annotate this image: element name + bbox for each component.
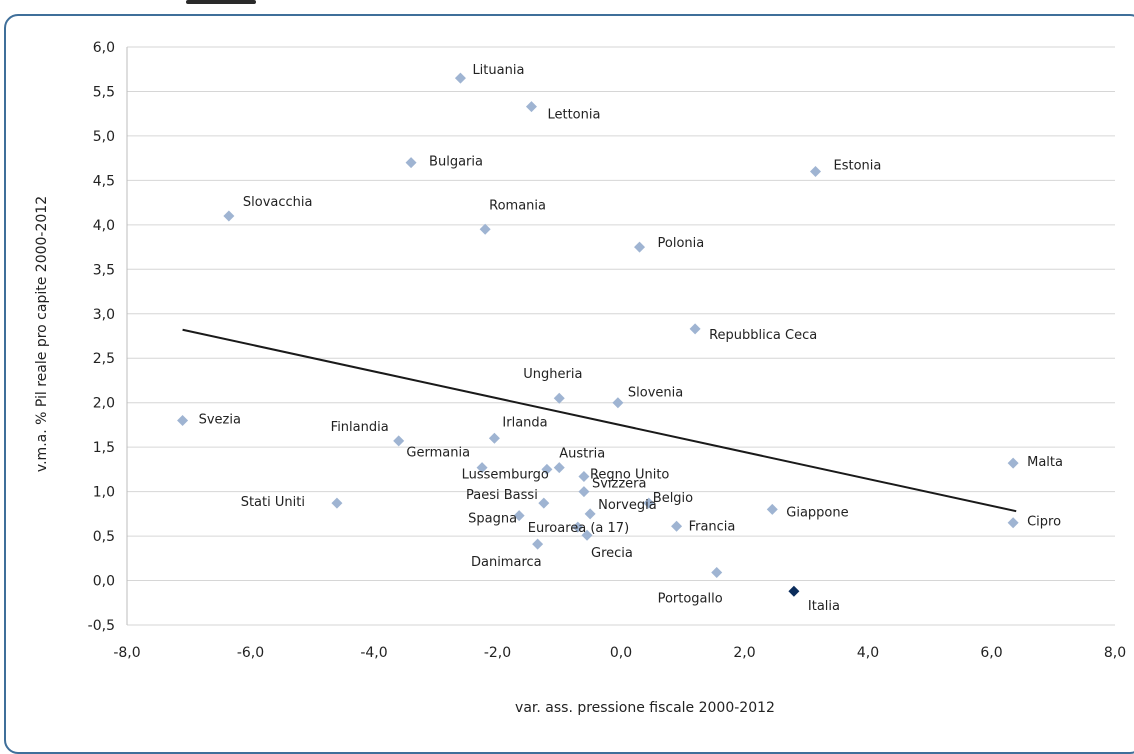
- data-point: [634, 241, 646, 253]
- point-label: Euroarea (a 17): [528, 521, 629, 536]
- point-label: Lussemburgo: [462, 467, 549, 482]
- data-point: [532, 538, 544, 550]
- trend-line: [182, 328, 1017, 513]
- point-label: Spagna: [468, 512, 517, 527]
- y-tick-label: 0,5: [93, 529, 115, 545]
- data-point: [1007, 457, 1019, 469]
- data-point: [766, 503, 778, 515]
- y-tick-label: 5,0: [93, 129, 115, 145]
- data-point: [810, 165, 822, 177]
- y-tick-label: 6,0: [93, 40, 115, 56]
- y-tick-label: 2,0: [93, 396, 115, 412]
- data-point: [223, 210, 235, 222]
- point-label: Belgio: [653, 491, 693, 506]
- y-tick-label: 4,5: [93, 173, 115, 189]
- y-tick-label: 4,0: [93, 218, 115, 234]
- point-label: Estonia: [834, 158, 882, 173]
- gridlines: [126, 46, 1115, 626]
- point-label: Slovacchia: [243, 195, 313, 210]
- y-axis-title: v.m.a. % Pil reale pro capite 2000-2012: [34, 196, 50, 472]
- point-label: Repubblica Ceca: [709, 328, 817, 343]
- data-point: [612, 397, 624, 409]
- point-label: Italia: [808, 599, 840, 614]
- point-label: Paesi Bassi: [466, 488, 538, 503]
- data-point: [553, 462, 565, 474]
- data-point: [1007, 517, 1019, 529]
- point-label: Polonia: [658, 236, 705, 251]
- x-tick-label: 0,0: [610, 645, 632, 661]
- point-label: Stati Uniti: [241, 495, 305, 510]
- point-label: Cipro: [1027, 515, 1061, 530]
- data-point: [331, 497, 343, 509]
- x-tick-label: -2,0: [484, 645, 511, 661]
- point-label: Svizzera: [592, 477, 647, 492]
- y-tick-label: 5,5: [93, 84, 115, 100]
- point-label: Bulgaria: [429, 155, 483, 170]
- x-tick-label: -4,0: [360, 645, 387, 661]
- y-tick-label: 0,0: [93, 574, 115, 590]
- point-label: Malta: [1027, 455, 1063, 470]
- y-tick-label: 3,0: [93, 307, 115, 323]
- data-point: [538, 497, 550, 509]
- point-label: Lettonia: [547, 108, 600, 123]
- scatter-chart: 6,05,55,04,54,03,53,02,52,01,51,00,50,0-…: [34, 40, 1126, 716]
- data-point: [513, 510, 525, 522]
- data-point: [671, 520, 683, 532]
- point-labels: Lituania Lettonia Bulgaria Estonia Slovacchi…: [199, 63, 1063, 614]
- point-label: Austria: [559, 447, 605, 462]
- point-label: Danimarca: [471, 555, 542, 570]
- x-tick-label: 2,0: [733, 645, 755, 661]
- point-label: Slovenia: [628, 386, 683, 401]
- data-point: [553, 392, 565, 404]
- data-point: [788, 585, 800, 597]
- data-point: [479, 223, 491, 235]
- y-tick-label: 3,5: [93, 262, 115, 278]
- data-point: [177, 414, 189, 426]
- data-point: [572, 521, 584, 533]
- point-label: Regno Unito: [590, 467, 669, 482]
- point-label: Finlandia: [331, 420, 389, 435]
- x-axis-title: var. ass. pressione fiscale 2000-2012: [515, 700, 775, 716]
- title-decoration: [186, 0, 256, 4]
- point-label: Svezia: [199, 412, 241, 427]
- x-tick-label: -8,0: [113, 645, 140, 661]
- data-point: [578, 470, 590, 482]
- y-tick-label: 1,0: [93, 485, 115, 501]
- x-tick-label: 8,0: [1104, 645, 1126, 661]
- data-point: [689, 323, 701, 335]
- data-point: [643, 497, 655, 509]
- point-label: Francia: [689, 519, 736, 534]
- x-tick-label: 4,0: [857, 645, 879, 661]
- data-point: [393, 435, 405, 447]
- data-point: [476, 462, 488, 474]
- data-points: [177, 72, 1019, 597]
- data-point: [578, 486, 590, 498]
- point-label: Romania: [489, 198, 546, 213]
- point-label: Giappone: [786, 505, 848, 520]
- data-point: [584, 508, 596, 520]
- y-tick-label: -0,5: [88, 618, 115, 634]
- x-tick-label: 6,0: [980, 645, 1002, 661]
- chart-frame: [4, 14, 1134, 754]
- y-tick-label: 2,5: [93, 351, 115, 367]
- point-label: Ungheria: [523, 367, 582, 382]
- x-axis-ticks: -8,0 -6,0 -4,0 -2,0 0,0 2,0 4,0 6,0 8,0: [113, 645, 1126, 661]
- data-point: [711, 567, 723, 579]
- data-point: [541, 463, 553, 475]
- x-tick-label: -6,0: [237, 645, 264, 661]
- data-point: [454, 72, 466, 84]
- y-axis-ticks: 6,0 5,5 5,0 4,5 4,0 3,5 3,0 2,5 2,0 1,5 1,0 0,5 0,0 -…: [88, 40, 115, 634]
- y-tick-label: 1,5: [93, 440, 115, 456]
- data-point: [525, 101, 537, 113]
- point-label: Portogallo: [658, 592, 723, 607]
- point-label: Grecia: [591, 546, 633, 561]
- point-label: Irlanda: [502, 415, 547, 430]
- data-point: [405, 157, 417, 169]
- point-label: Norvegia: [598, 498, 657, 513]
- data-point: [488, 432, 500, 444]
- point-label: Germania: [406, 446, 470, 461]
- point-label: Lituania: [472, 63, 524, 78]
- data-point: [581, 529, 593, 541]
